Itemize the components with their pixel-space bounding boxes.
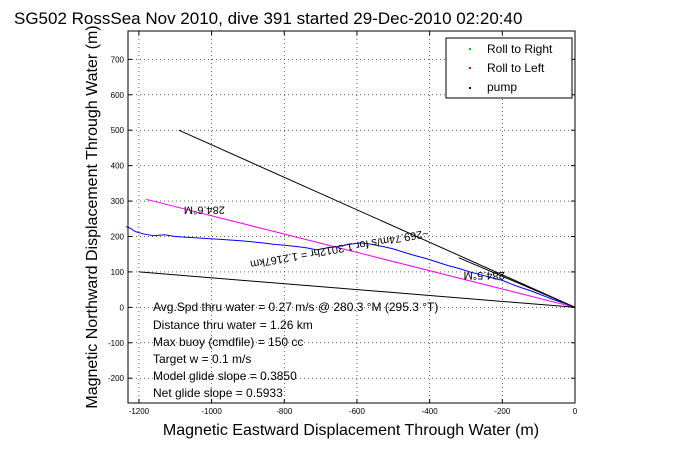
y-tick-label: 300 [111,197,125,206]
legend-entry-roll-right: Roll to Right [469,42,553,56]
y-tick-label: 200 [111,232,125,241]
legend: Roll to Right Roll to Left pump [445,37,573,99]
x-tick-label: 0 [573,407,578,416]
x-axis-ticks: -1200 -1000 -800 -600 -400 -200 0 [129,31,578,416]
legend-marker-roll-left [469,67,471,69]
legend-entry-roll-left: Roll to Left [469,61,545,75]
summary-net-glide-slope: Net glide slope = 0.5933 [153,386,283,400]
x-tick-label: -200 [494,407,511,416]
summary-max-buoy: Max buoy (cmdfile) = 150 cc [153,335,303,349]
y-tick-label: -100 [108,339,125,348]
series-line [458,257,576,308]
dive-summary: Avg.Spd thru water = 0.27 m/s @ 280.3 °M… [153,300,438,400]
x-tick-label: -1000 [201,407,222,416]
y-tick-label: 700 [111,55,125,64]
y-tick-label: 500 [111,126,125,135]
legend-entry-pump: pump [469,80,517,94]
plot-frame [127,30,576,404]
x-tick-label: -1200 [129,407,150,416]
legend-marker-pump [469,87,471,89]
summary-avg-speed: Avg.Spd thru water = 0.27 m/s @ 280.3 °M… [153,300,438,314]
series-line [126,226,576,308]
x-tick-label: -800 [276,407,293,416]
series-line [178,129,576,308]
y-axis-label: Magnetic Northward Displacement Through … [84,25,101,408]
y-tick-label: 400 [111,162,125,171]
series-line [146,198,576,308]
y-tick-label: 600 [111,91,125,100]
legend-box [445,37,573,99]
y-tick-label: -200 [108,374,125,383]
x-axis-label: Magnetic Eastward Displacement Through W… [163,422,539,439]
heading-annotation: 284.5°M [464,269,505,281]
legend-marker-roll-right [469,48,471,50]
summary-model-glide-slope: Model glide slope = 0.3850 [153,369,297,383]
series-line [138,271,576,308]
summary-target-w: Target w = 0.1 m/s [153,352,251,366]
legend-label-roll-left: Roll to Left [487,61,545,75]
legend-label-pump: pump [487,80,517,94]
x-tick-label: -400 [422,407,439,416]
summary-distance: Distance thru water = 1.26 km [153,318,313,332]
legend-label-roll-right: Roll to Right [487,42,553,56]
series-layer [126,129,576,308]
y-tick-label: 100 [111,268,125,277]
heading-annotation: 284.6°M [184,203,225,215]
chart-title: SG502 RossSea Nov 2010, dive 391 started… [14,9,522,28]
x-tick-label: -600 [349,407,366,416]
y-tick-label: 0 [120,303,125,312]
y-axis-ticks: -200 -100 0 100 200 300 400 500 600 700 [108,55,575,383]
